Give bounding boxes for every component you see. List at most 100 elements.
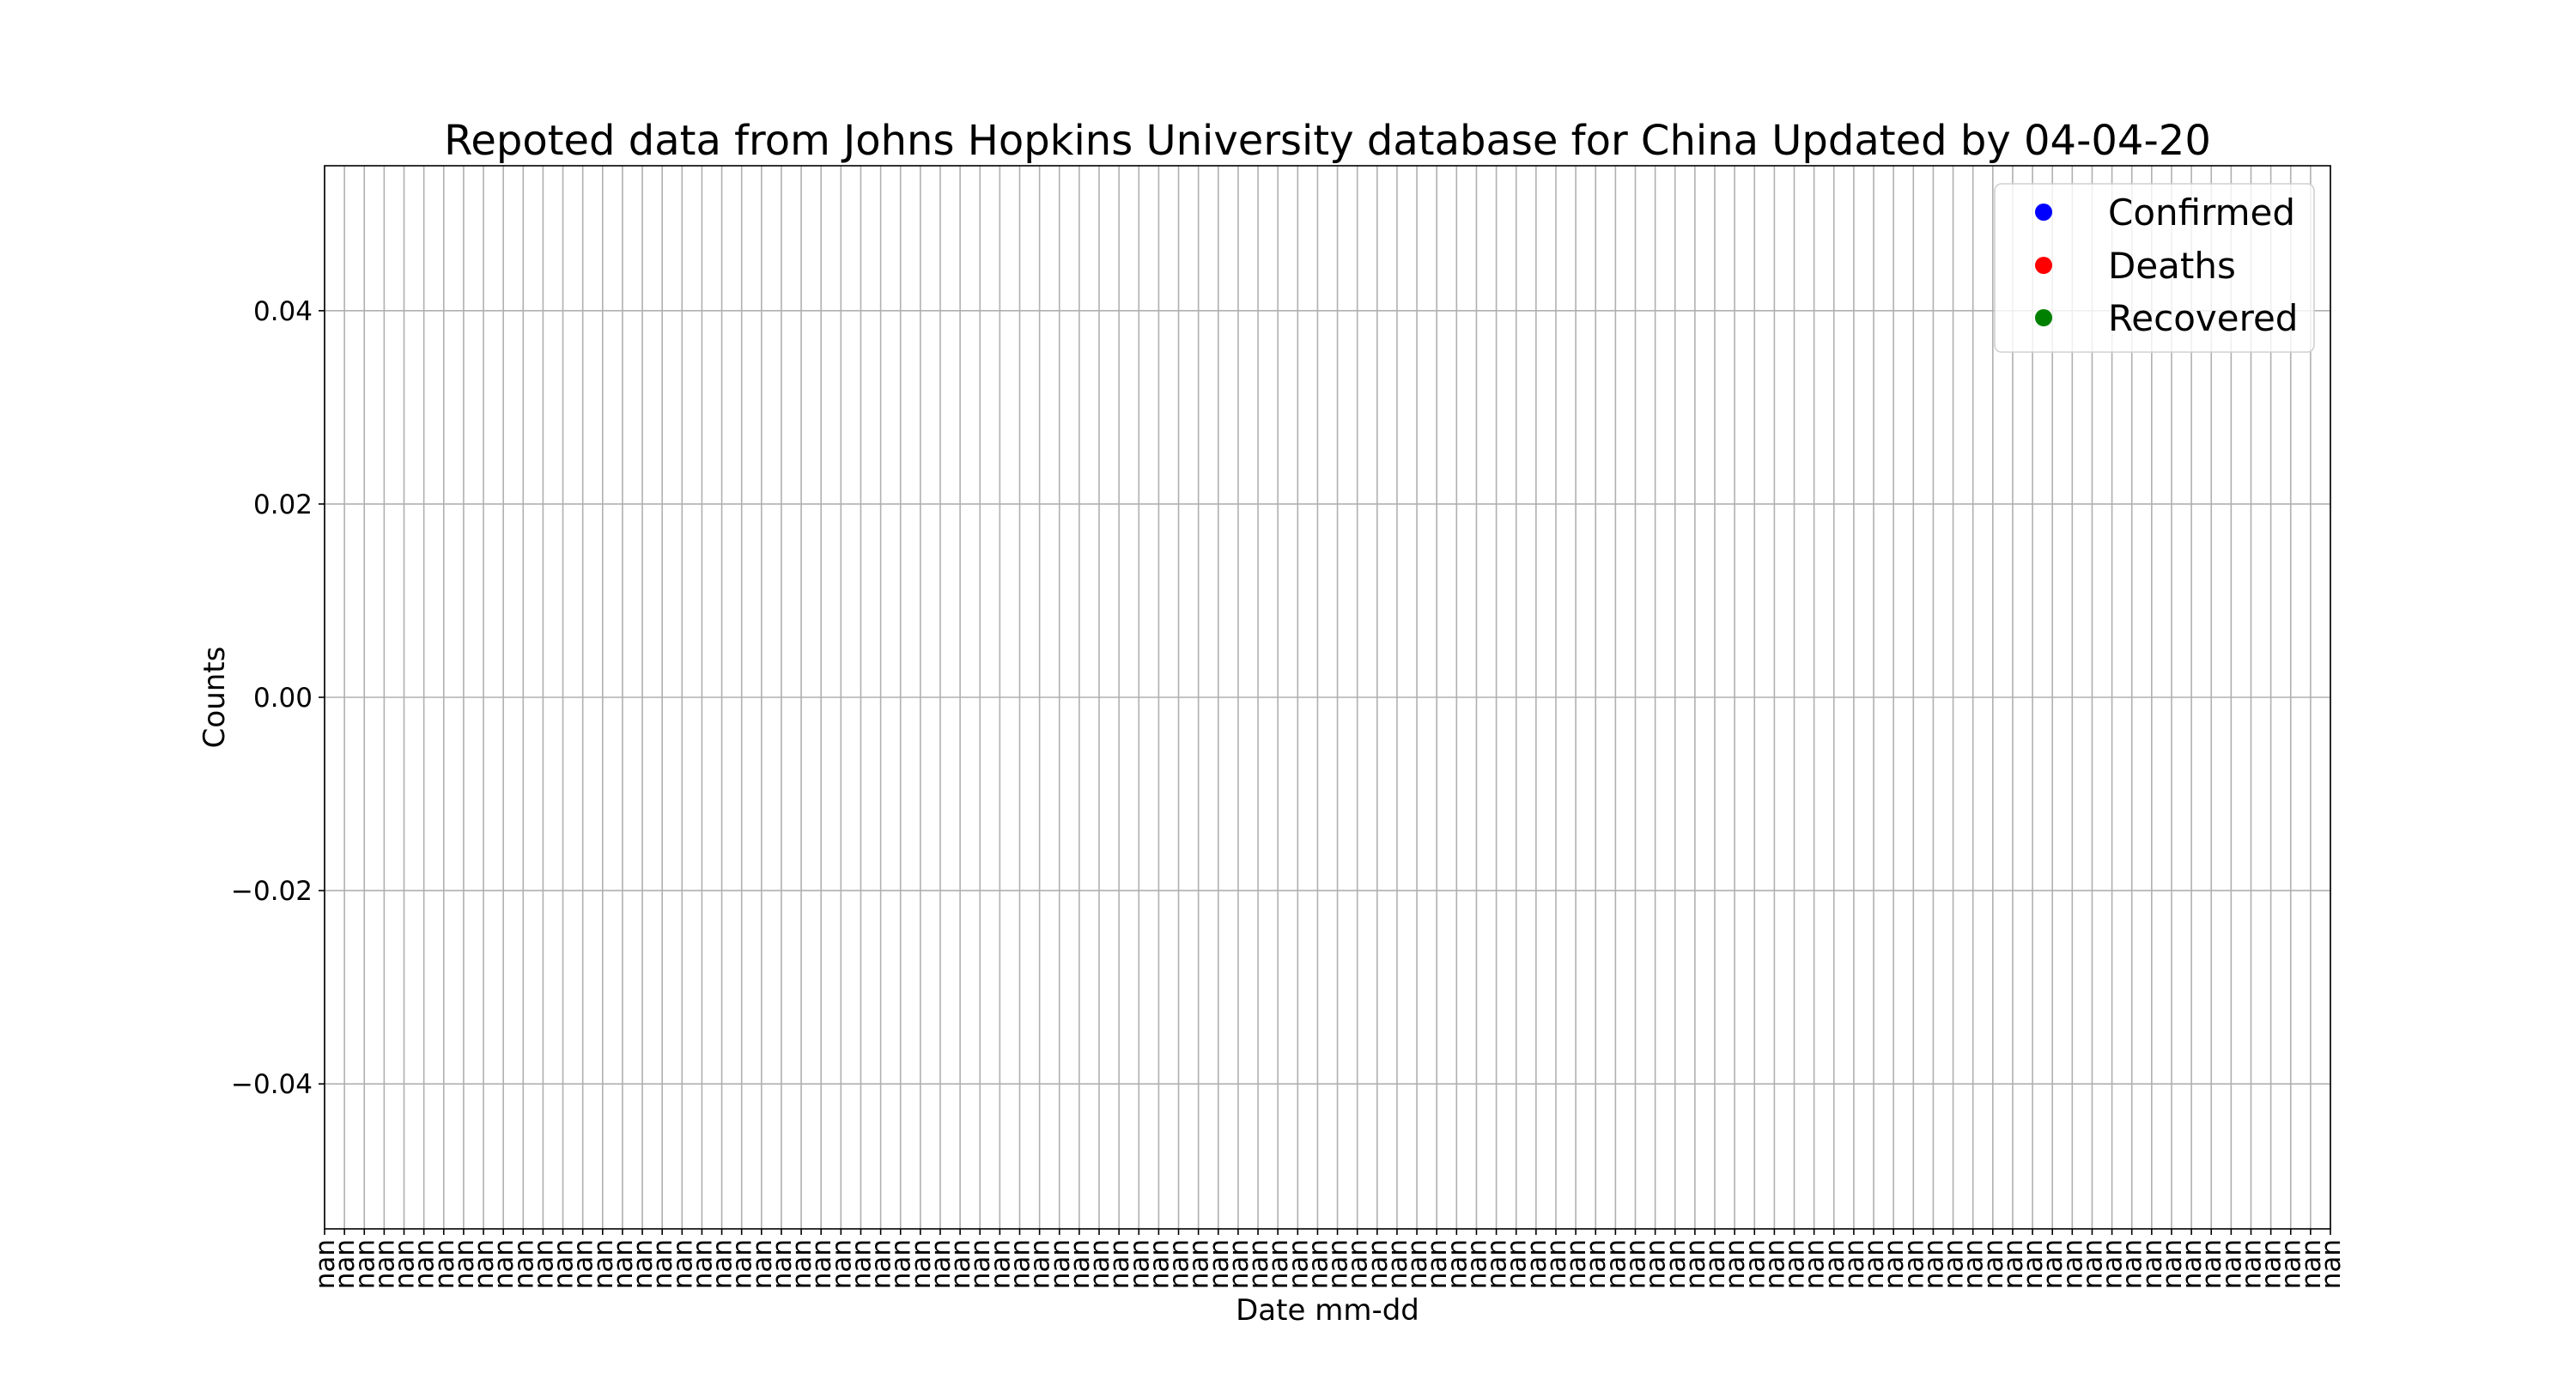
x-tick-label: nan: [747, 1239, 778, 1289]
x-tick-label: nan: [2098, 1239, 2129, 1289]
chart-title: Repoted data from Johns Hopkins Universi…: [444, 117, 2211, 165]
x-tick-label: nan: [1780, 1239, 1811, 1289]
x-tick-label: nan: [369, 1239, 400, 1289]
x-tick-label: nan: [349, 1239, 380, 1289]
x-tick-label: nan: [1959, 1239, 1990, 1289]
legend-label-deaths: Deaths: [2108, 245, 2236, 287]
x-tick-label: nan: [1998, 1239, 2029, 1289]
legend-marker-deaths: [2035, 257, 2052, 274]
legend-frame: [1994, 183, 2315, 353]
x-tick-label: nan: [1243, 1239, 1274, 1289]
x-tick-label: nan: [2117, 1239, 2148, 1289]
x-tick-label: nan: [549, 1239, 580, 1289]
x-axis-ticks: nannannannannannannannannannannannannann…: [310, 1229, 2347, 1289]
x-tick-label: nan: [489, 1239, 519, 1289]
x-tick-label: nan: [1601, 1239, 1631, 1289]
legend-label-confirmed: Confirmed: [2108, 192, 2295, 234]
x-tick-label: nan: [1382, 1239, 1413, 1289]
x-tick-label: nan: [1104, 1239, 1135, 1289]
y-tick-label: 0.02: [253, 489, 313, 520]
x-tick-label: nan: [2057, 1239, 2088, 1289]
x-tick-label: nan: [1124, 1239, 1155, 1289]
x-tick-label: nan: [508, 1239, 539, 1289]
x-tick-label: nan: [1005, 1239, 1036, 1289]
x-tick-label: nan: [965, 1239, 996, 1289]
y-axis-ticks: 0.04 0.02 0.00 −0.02 −0.04: [231, 296, 325, 1100]
x-tick-label: nan: [886, 1239, 917, 1289]
x-tick-label: nan: [1323, 1239, 1354, 1289]
x-tick-label: nan: [647, 1239, 678, 1289]
x-tick-label: nan: [1303, 1239, 1334, 1289]
y-tick-label: −0.02: [231, 876, 313, 907]
x-tick-label: nan: [1025, 1239, 1056, 1289]
x-tick-label: nan: [2196, 1239, 2227, 1289]
x-tick-label: nan: [1700, 1239, 1731, 1289]
x-tick-label: nan: [1204, 1239, 1235, 1289]
x-tick-label: nan: [926, 1239, 957, 1289]
x-tick-label: nan: [1859, 1239, 1890, 1289]
x-tick-label: nan: [2216, 1239, 2247, 1289]
x-tick-label: nan: [687, 1239, 718, 1289]
x-tick-label: nan: [1918, 1239, 1949, 1289]
x-tick-label: nan: [2316, 1239, 2347, 1289]
x-tick-label: nan: [449, 1239, 480, 1289]
x-tick-label: nan: [310, 1239, 341, 1289]
x-tick-label: nan: [1541, 1239, 1572, 1289]
y-tick-label: 0.04: [253, 296, 313, 327]
x-tick-label: nan: [1581, 1239, 1612, 1289]
x-tick-label: nan: [1343, 1239, 1374, 1289]
x-tick-label: nan: [1820, 1239, 1850, 1289]
x-tick-label: nan: [945, 1239, 976, 1289]
x-tick-label: nan: [1422, 1239, 1453, 1289]
x-tick-label: nan: [2038, 1239, 2069, 1289]
x-tick-label: nan: [2018, 1239, 2049, 1289]
legend-marker-recovered: [2035, 309, 2052, 326]
x-tick-label: nan: [2177, 1239, 2208, 1289]
x-tick-label: nan: [1045, 1239, 1076, 1289]
x-tick-label: nan: [1482, 1239, 1513, 1289]
x-tick-label: nan: [1740, 1239, 1771, 1289]
x-tick-label: nan: [1978, 1239, 2009, 1289]
x-tick-label: nan: [429, 1239, 460, 1289]
x-tick-label: nan: [2257, 1239, 2287, 1289]
x-tick-label: nan: [1461, 1239, 1492, 1289]
x-tick-label: nan: [2137, 1239, 2168, 1289]
x-tick-label: nan: [588, 1239, 619, 1289]
x-tick-label: nan: [410, 1239, 440, 1289]
x-tick-label: nan: [667, 1239, 698, 1289]
x-tick-label: nan: [1502, 1239, 1533, 1289]
x-tick-label: nan: [1164, 1239, 1195, 1289]
x-tick-label: nan: [390, 1239, 421, 1289]
x-tick-label: nan: [608, 1239, 639, 1289]
x-tick-label: nan: [1522, 1239, 1552, 1289]
x-tick-label: nan: [767, 1239, 798, 1289]
x-tick-label: nan: [906, 1239, 937, 1289]
x-tick-label: nan: [846, 1239, 877, 1289]
x-tick-label: nan: [1939, 1239, 1970, 1289]
x-tick-label: nan: [1184, 1239, 1215, 1289]
x-axis-label: Date mm-dd: [1236, 1293, 1419, 1328]
y-axis-label: Counts: [197, 647, 232, 749]
x-tick-label: nan: [568, 1239, 599, 1289]
y-tick-label: 0.00: [253, 683, 313, 714]
legend: Confirmed Deaths Recovered: [1994, 183, 2315, 353]
x-tick-label: nan: [1402, 1239, 1433, 1289]
x-tick-label: nan: [985, 1239, 1016, 1289]
x-tick-label: nan: [1879, 1239, 1910, 1289]
x-tick-label: nan: [1899, 1239, 1929, 1289]
legend-marker-confirmed: [2035, 204, 2052, 221]
x-tick-label: nan: [2296, 1239, 2327, 1289]
legend-label-recovered: Recovered: [2108, 297, 2298, 339]
x-tick-label: nan: [1641, 1239, 1672, 1289]
x-tick-label: nan: [866, 1239, 897, 1289]
x-tick-label: nan: [1283, 1239, 1314, 1289]
x-tick-label: nan: [708, 1239, 738, 1289]
x-tick-label: nan: [1263, 1239, 1294, 1289]
x-tick-label: nan: [330, 1239, 361, 1289]
x-tick-label: nan: [2236, 1239, 2267, 1289]
x-tick-label: nan: [1065, 1239, 1096, 1289]
x-tick-label: nan: [787, 1239, 817, 1289]
x-tick-label: nan: [1144, 1239, 1175, 1289]
x-tick-label: nan: [1442, 1239, 1473, 1289]
